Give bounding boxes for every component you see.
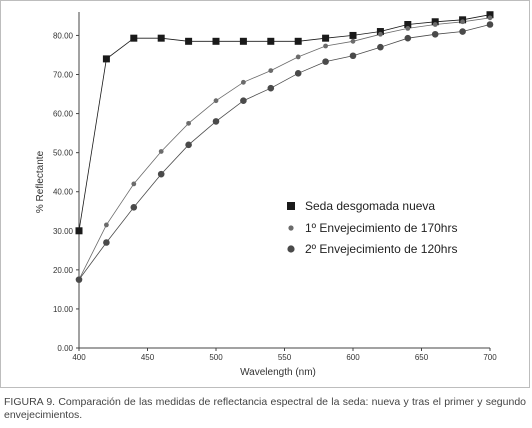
data-point-square: [267, 37, 275, 45]
data-point-square: [212, 37, 220, 45]
data-point-small-circle: [432, 22, 438, 27]
series-line-2: [78, 17, 491, 280]
figure-caption: FIGURA 9. Comparación de las medidas de …: [4, 396, 526, 421]
legend-marker-square: [287, 202, 295, 210]
legend-label-170hrs: 1º Envejecimiento de 170hrs: [305, 221, 457, 235]
data-point-small-circle: [158, 149, 164, 154]
data-point-small-circle: [350, 38, 356, 44]
data-point-circle: [267, 84, 275, 92]
legend-label-120hrs: 2º Envejecimiento de 120hrs: [305, 242, 457, 256]
series-lines: [78, 14, 491, 280]
legend-marker-circle: [287, 245, 295, 253]
x-tick-label: 700: [483, 353, 497, 362]
figure-frame: [0, 0, 530, 388]
legend-label-nueva: Seda desgomada nueva: [305, 199, 435, 213]
x-tick-label: 500: [209, 353, 223, 362]
y-tick-label: 20.00: [53, 266, 74, 275]
data-point-circle: [377, 43, 384, 51]
legend-marker-small-circle: [288, 225, 294, 231]
y-tick-label: 0.00: [57, 344, 73, 353]
x-tick-label: 650: [415, 353, 429, 362]
data-point-circle: [431, 30, 439, 38]
data-point-square: [102, 55, 110, 63]
tick-labels: 0.00 10.00 20.00 30.00 40.00 50.00 60.00 70.00 8…: [53, 31, 497, 362]
data-point-small-circle: [405, 26, 411, 31]
reflectance-chart: 0.00 10.00 20.00 30.00 40.00 50.00 60.00 70.00 8…: [35, 11, 497, 378]
y-tick-label: 30.00: [53, 227, 74, 236]
series-line-3: [78, 24, 491, 280]
x-axis-title: Wavelength (nm): [240, 367, 316, 378]
y-tick-label: 70.00: [53, 71, 74, 80]
data-point-small-circle: [323, 43, 328, 49]
data-point-small-circle: [186, 120, 192, 126]
data-point-small-circle: [213, 98, 219, 104]
data-point-small-circle: [131, 181, 137, 187]
series-line-1: [78, 14, 491, 231]
chart-legend: Seda desgomada nueva 1º Envejecimiento d…: [287, 199, 457, 256]
data-point-square: [75, 227, 83, 235]
data-point-small-circle: [378, 31, 383, 37]
data-point-square: [431, 18, 439, 26]
x-tick-label: 450: [141, 353, 155, 362]
y-tick-label: 40.00: [53, 188, 74, 197]
data-point-circle: [322, 58, 329, 65]
data-point-circle: [240, 97, 247, 104]
data-point-small-circle: [104, 222, 109, 228]
y-tick-label: 50.00: [53, 149, 74, 158]
x-tick-label: 400: [72, 353, 86, 362]
data-point-small-circle: [487, 15, 493, 21]
data-point-square: [294, 37, 302, 45]
data-point-square: [376, 28, 384, 36]
data-point-circle: [459, 28, 466, 35]
data-point-circle: [404, 34, 412, 42]
data-point-square: [322, 34, 330, 42]
data-point-small-circle: [295, 54, 301, 60]
data-point-circle: [349, 52, 357, 60]
data-point-square: [404, 21, 412, 29]
data-point-square: [185, 37, 193, 45]
data-point-circle: [157, 170, 165, 178]
data-point-square: [130, 34, 138, 42]
data-point-small-circle: [241, 79, 246, 85]
data-point-circle: [294, 70, 302, 77]
data-point-circle: [75, 276, 83, 283]
data-point-square: [157, 34, 165, 42]
data-point-square: [349, 31, 357, 39]
data-point-square: [486, 11, 494, 19]
series-markers: [75, 11, 494, 283]
y-tick-label: 80.00: [53, 31, 74, 40]
y-tick-label: 10.00: [53, 305, 74, 314]
y-tick-label: 60.00: [53, 110, 74, 119]
x-tick-label: 600: [346, 353, 360, 362]
x-tick-label: 550: [278, 353, 292, 362]
data-point-circle: [185, 141, 192, 149]
chart-axes: [78, 12, 490, 349]
data-point-circle: [103, 239, 110, 246]
data-point-circle: [130, 204, 138, 211]
data-point-circle: [486, 21, 494, 28]
data-point-small-circle: [268, 68, 274, 74]
data-point-circle: [212, 118, 220, 125]
data-point-small-circle: [460, 19, 465, 25]
y-axis-title: % Reflectante: [35, 150, 46, 213]
data-point-square: [239, 37, 247, 45]
